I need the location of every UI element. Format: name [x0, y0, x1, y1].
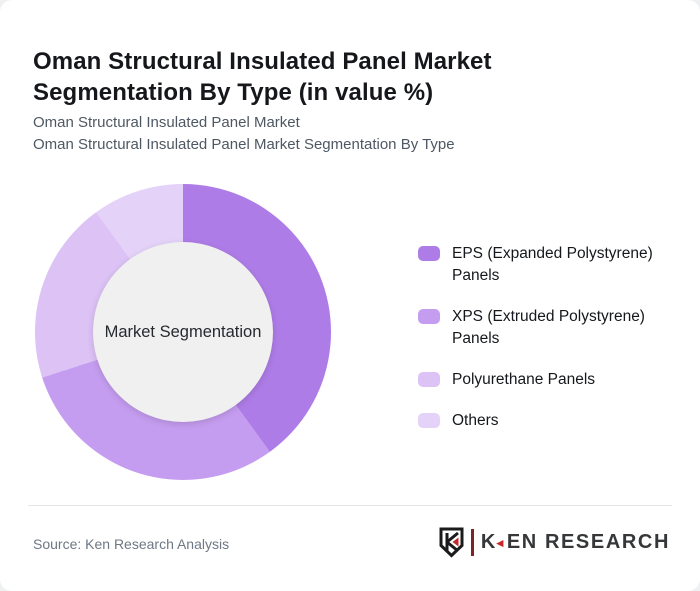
donut-chart: Market Segmentation	[35, 184, 331, 480]
red-triangle-icon: ◄	[493, 536, 506, 550]
legend-item-xps: XPS (Extruded Polystyrene) Panels	[418, 306, 668, 350]
ken-research-logo: K◄EN RESEARCH	[438, 527, 670, 558]
legend-item-others: Others	[418, 410, 668, 432]
legend-label: Others	[452, 412, 499, 429]
legend-swatch	[418, 372, 440, 387]
logo-wordmark: K◄EN RESEARCH	[481, 531, 670, 554]
legend-swatch	[418, 309, 440, 324]
footer-divider	[28, 505, 672, 506]
legend-swatch	[418, 246, 440, 261]
donut-center-label: Market Segmentation	[104, 322, 262, 341]
chart-legend: EPS (Expanded Polystyrene) Panels XPS (E…	[418, 243, 668, 451]
legend-item-eps: EPS (Expanded Polystyrene) Panels	[418, 243, 668, 287]
page-title: Oman Structural Insulated Panel Market S…	[33, 48, 492, 107]
legend-item-polyurethane: Polyurethane Panels	[418, 369, 668, 391]
subtitle-line-1: Oman Structural Insulated Panel Market	[33, 114, 300, 131]
shield-k-icon	[439, 527, 464, 558]
logo-name-rest: EN RESEARCH	[506, 531, 670, 553]
legend-label: XPS (Extruded Polystyrene) Panels	[452, 308, 645, 347]
source-note: Source: Ken Research Analysis	[33, 536, 230, 552]
donut-center: Market Segmentation	[93, 242, 273, 422]
logo-letter-k: K	[480, 531, 497, 553]
logo-divider-bar	[470, 529, 474, 556]
legend-label: EPS (Expanded Polystyrene) Panels	[452, 245, 653, 284]
chart-subtitles: Oman Structural Insulated Panel Market O…	[33, 112, 455, 156]
subtitle-line-2: Oman Structural Insulated Panel Market S…	[33, 136, 455, 153]
legend-label: Polyurethane Panels	[452, 371, 596, 388]
legend-swatch	[418, 413, 440, 428]
